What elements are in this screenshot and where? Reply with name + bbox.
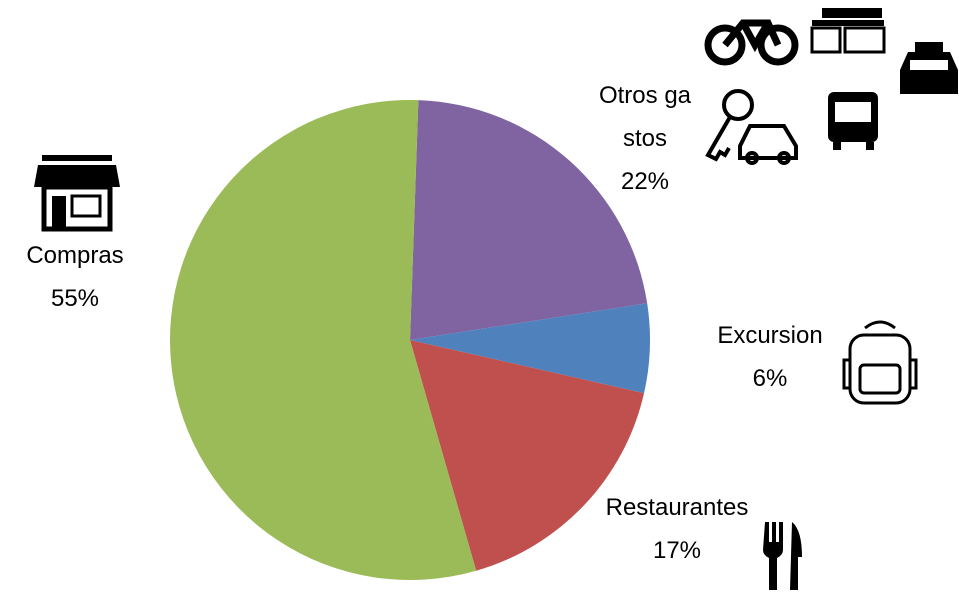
category-label: Restaurantes: [605, 494, 749, 521]
pie-slice: [410, 340, 645, 571]
percent-label: 6%: [752, 365, 788, 392]
bus-icon: [828, 92, 878, 150]
category-label: Otros gastos: [598, 82, 692, 152]
pie-slice: [410, 100, 648, 340]
key-car-icon: [705, 89, 798, 165]
category-label: Excursion: [717, 322, 823, 349]
backpack-icon: [842, 320, 918, 405]
slice-label: Otros gastos 22%: [595, 74, 695, 203]
taxi-icon: [900, 42, 958, 94]
pie-slice: [410, 303, 650, 394]
percent-label: 22%: [620, 168, 670, 195]
bike-icon: [704, 19, 799, 66]
slice-label: Compras 55%: [5, 234, 145, 320]
cutlery-icon: [763, 522, 802, 590]
shop-icon: [34, 155, 120, 232]
museum-icon: [810, 8, 886, 54]
pie: [170, 100, 650, 580]
category-label: Compras: [26, 242, 124, 269]
slice-label: Excursion 6%: [685, 314, 855, 400]
slice-label: Restaurantes 17%: [592, 486, 762, 572]
percent-label: 55%: [50, 285, 100, 312]
percent-label: 17%: [652, 537, 702, 564]
pie-slice: [170, 100, 477, 580]
